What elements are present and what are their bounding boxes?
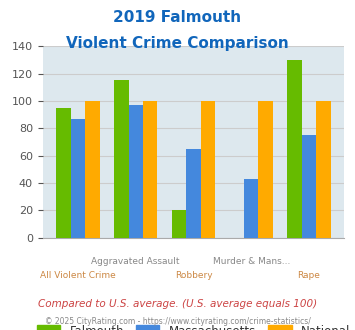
- Text: Robbery: Robbery: [175, 271, 212, 280]
- Legend: Falmouth, Massachusetts, National: Falmouth, Massachusetts, National: [32, 320, 355, 330]
- Bar: [316, 101, 331, 238]
- Text: 2019 Falmouth: 2019 Falmouth: [114, 10, 241, 25]
- Bar: [258, 101, 273, 238]
- Text: Aggravated Assault: Aggravated Assault: [92, 257, 180, 266]
- Bar: [143, 101, 157, 238]
- Text: All Violent Crime: All Violent Crime: [40, 271, 116, 280]
- Bar: [302, 135, 316, 238]
- Bar: [71, 119, 85, 238]
- Bar: [85, 101, 100, 238]
- Bar: [129, 105, 143, 238]
- Bar: [244, 179, 258, 238]
- Bar: [114, 81, 129, 238]
- Bar: [172, 210, 186, 238]
- Bar: [56, 108, 71, 238]
- Text: Murder & Mans...: Murder & Mans...: [213, 257, 290, 266]
- Bar: [201, 101, 215, 238]
- Text: © 2025 CityRating.com - https://www.cityrating.com/crime-statistics/: © 2025 CityRating.com - https://www.city…: [45, 317, 310, 326]
- Bar: [186, 149, 201, 238]
- Bar: [287, 60, 302, 238]
- Text: Rape: Rape: [297, 271, 321, 280]
- Text: Compared to U.S. average. (U.S. average equals 100): Compared to U.S. average. (U.S. average …: [38, 299, 317, 309]
- Text: Violent Crime Comparison: Violent Crime Comparison: [66, 36, 289, 51]
